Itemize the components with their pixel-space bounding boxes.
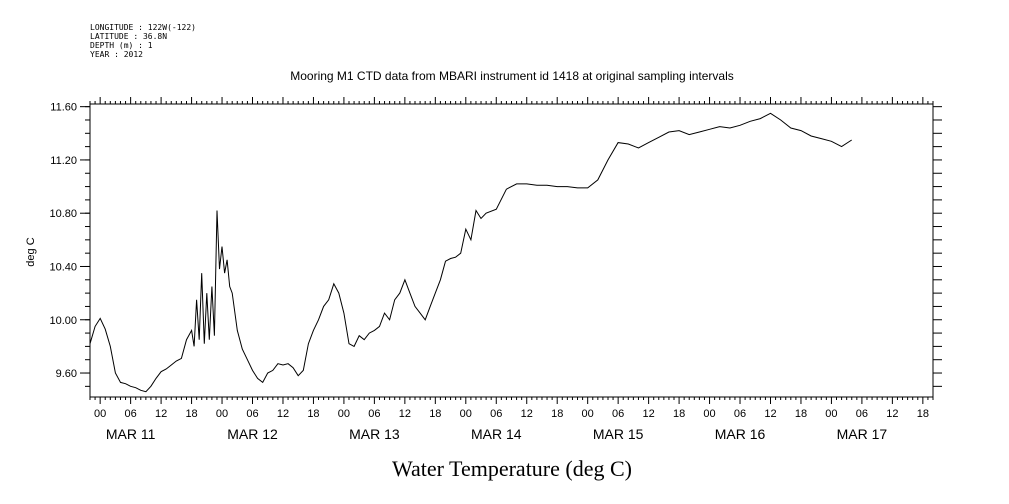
y-axis-label: deg C <box>25 237 37 266</box>
metadata-header: LONGITUDE : 122W(-122) LATITUDE : 36.8N … <box>90 23 196 59</box>
x-day-label: MAR 14 <box>471 426 522 442</box>
latitude-text: LATITUDE : 36.8N <box>90 32 167 41</box>
x-hour-tick-label: 00 <box>460 408 472 420</box>
x-hour-tick-label: 00 <box>825 408 837 420</box>
x-hour-tick-label: 06 <box>246 408 258 420</box>
x-hour-tick-label: 18 <box>673 408 685 420</box>
x-hour-tick-label: 06 <box>125 408 137 420</box>
x-hour-tick-label: 12 <box>521 408 533 420</box>
axis-ticks <box>80 97 942 404</box>
x-hour-tick-label: 00 <box>703 408 715 420</box>
year-text: YEAR : 2012 <box>90 50 143 59</box>
x-hour-tick-label: 06 <box>612 408 624 420</box>
x-day-label: MAR 16 <box>715 426 766 442</box>
x-hour-tick-label: 12 <box>399 408 411 420</box>
x-axis-label: Water Temperature (deg C) <box>392 456 632 481</box>
y-tick-label: 10.80 <box>49 208 77 220</box>
x-hour-tick-label: 18 <box>307 408 319 420</box>
x-day-label: MAR 12 <box>227 426 278 442</box>
x-hour-tick-label: 12 <box>886 408 898 420</box>
x-day-label: MAR 17 <box>837 426 888 442</box>
x-hour-tick-label: 00 <box>338 408 350 420</box>
x-hour-tick-label: 00 <box>216 408 228 420</box>
x-hour-tick-label: 06 <box>368 408 380 420</box>
x-hour-tick-label: 12 <box>642 408 654 420</box>
x-hour-tick-label: 18 <box>429 408 441 420</box>
x-hour-tick-label: 18 <box>551 408 563 420</box>
x-hour-tick-label: 18 <box>185 408 197 420</box>
depth-text: DEPTH (m) : 1 <box>90 41 153 50</box>
x-hour-tick-label: 06 <box>734 408 746 420</box>
axis-labels: 00 06 12 18 00 06 12 18 00 06 12 18 00 06 12 18 00 06 12 18… <box>49 102 928 442</box>
longitude-text: LONGITUDE : 122W(-122) <box>90 23 196 32</box>
x-day-label: MAR 13 <box>349 426 400 442</box>
x-hour-tick-label: 18 <box>917 408 929 420</box>
y-tick-label: 11.60 <box>50 102 77 114</box>
x-hour-tick-label: 12 <box>155 408 167 420</box>
x-hour-tick-label: 06 <box>856 408 868 420</box>
y-tick-label: 10.00 <box>49 315 77 327</box>
water-temperature-line <box>89 112 852 393</box>
x-hour-tick-label: 06 <box>490 408 502 420</box>
x-day-label: MAR 15 <box>593 426 644 442</box>
y-tick-label: 9.60 <box>56 368 77 380</box>
y-tick-label: 11.20 <box>50 155 77 167</box>
x-hour-tick-label: 18 <box>795 408 807 420</box>
x-hour-tick-label: 00 <box>94 408 106 420</box>
x-hour-tick-label: 12 <box>277 408 289 420</box>
chart-title: Mooring M1 CTD data from MBARI instrumen… <box>290 69 734 83</box>
x-hour-tick-label: 00 <box>582 408 594 420</box>
x-day-label: MAR 11 <box>106 426 156 442</box>
x-hour-tick-label: 12 <box>764 408 776 420</box>
y-tick-label: 10.40 <box>49 261 77 273</box>
